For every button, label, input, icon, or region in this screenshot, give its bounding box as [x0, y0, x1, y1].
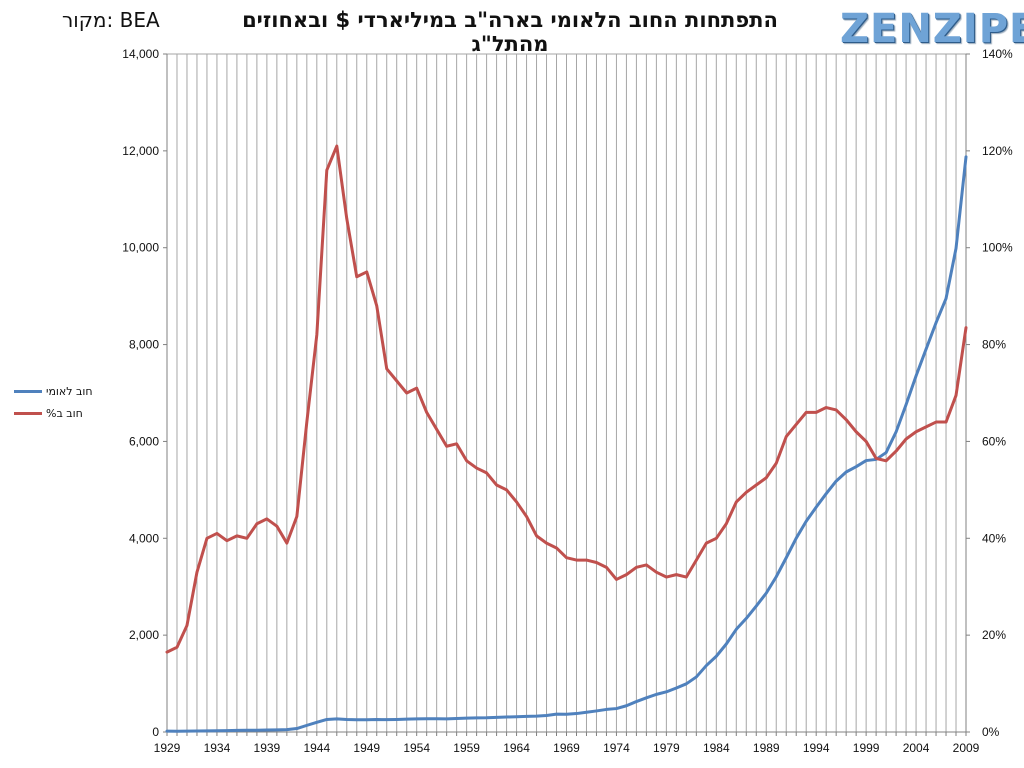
x-tick-label: 1949 — [353, 741, 380, 755]
series-line-pct — [165, 144, 968, 654]
y-left-tick-label: 6,000 — [129, 434, 159, 448]
legend: חוב לאומי %חוב ב — [14, 380, 93, 424]
x-tick-label: 2004 — [903, 741, 930, 755]
y-left-tick-label: 4,000 — [129, 531, 159, 545]
legend-item-debt: חוב לאומי — [14, 380, 93, 402]
x-tick-label: 1984 — [703, 741, 730, 755]
legend-label-debt: חוב לאומי — [46, 384, 93, 398]
zenziper-logo: ZENZIPER — [840, 6, 1024, 52]
x-tick-label: 1999 — [853, 741, 880, 755]
y-right-tick-label: 20% — [982, 628, 1006, 642]
x-tick-label: 1964 — [503, 741, 530, 755]
chart-title: התפתחות החוב הלאומי בארה"ב במיליארדי $ ו… — [242, 8, 778, 56]
x-tick-label: 1974 — [603, 741, 630, 755]
x-tick-label: 1969 — [553, 741, 580, 755]
x-tick-label: 1934 — [204, 741, 231, 755]
y-left-tick-label: 12,000 — [122, 144, 159, 158]
x-tick-label: 1944 — [303, 741, 330, 755]
x-tick-label: 1929 — [154, 741, 181, 755]
y-right-tick-label: 60% — [982, 434, 1006, 448]
y-right-tick-label: 100% — [982, 241, 1013, 255]
x-tick-label: 1989 — [753, 741, 780, 755]
x-tick-label: 1954 — [403, 741, 430, 755]
legend-item-pct: %חוב ב — [14, 402, 93, 424]
y-right-tick-label: 80% — [982, 338, 1006, 352]
legend-swatch-pct — [14, 411, 42, 415]
y-right-tick-label: 120% — [982, 144, 1013, 158]
source-label: מקור: BEA — [62, 8, 160, 32]
y-left-tick-label: 2,000 — [129, 628, 159, 642]
y-left-tick-label: 10,000 — [122, 241, 159, 255]
y-left-tick-label: 14,000 — [122, 47, 159, 61]
x-tick-label: 1939 — [254, 741, 281, 755]
legend-label-pct: %חוב ב — [46, 406, 83, 420]
legend-swatch-debt — [14, 389, 42, 393]
y-right-tick-label: 140% — [982, 47, 1013, 61]
x-tick-label: 1959 — [453, 741, 480, 755]
x-tick-label: 1979 — [653, 741, 680, 755]
y-right-tick-label: 40% — [982, 531, 1006, 545]
x-tick-label: 2009 — [953, 741, 980, 755]
series-line-debt — [165, 155, 968, 733]
y-right-tick-label: 0% — [982, 725, 1000, 739]
y-left-tick-label: 8,000 — [129, 338, 159, 352]
y-left-tick-label: 0 — [152, 725, 159, 739]
x-tick-label: 1994 — [803, 741, 830, 755]
